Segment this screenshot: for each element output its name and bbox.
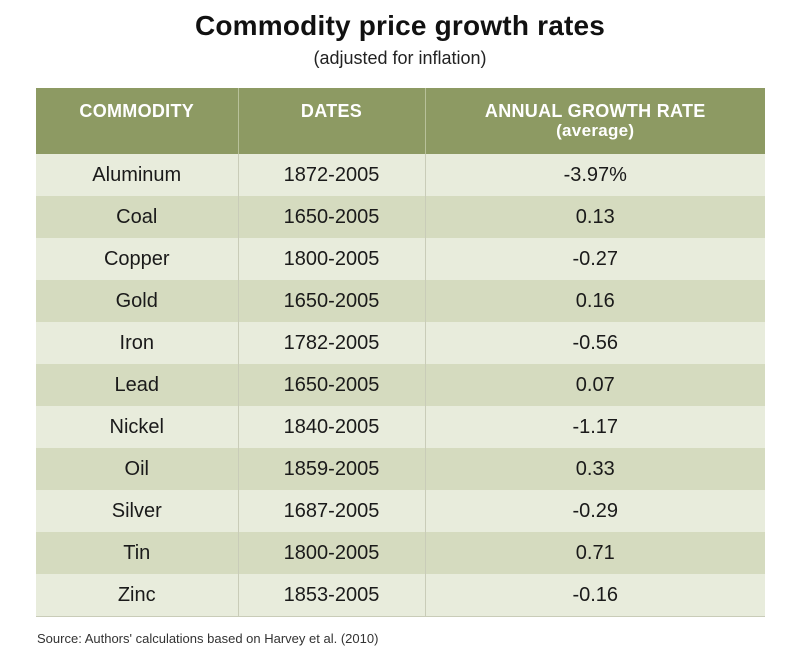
cell-growth-rate: -3.97%: [425, 154, 765, 196]
table-row: Zinc 1853-2005 -0.16: [36, 574, 765, 617]
header-commodity-label: COMMODITY: [79, 101, 195, 121]
table-row: Oil 1859-2005 0.33: [36, 448, 765, 490]
cell-dates: 1650-2005: [238, 364, 426, 406]
header-growth-rate: ANNUAL GROWTH RATE (average): [425, 88, 765, 154]
cell-commodity: Tin: [36, 532, 239, 574]
cell-growth-rate: 0.07: [425, 364, 765, 406]
cell-dates: 1840-2005: [238, 406, 426, 448]
table-row: Silver 1687-2005 -0.29: [36, 490, 765, 532]
cell-dates: 1800-2005: [238, 532, 426, 574]
table-row: Tin 1800-2005 0.71: [36, 532, 765, 574]
cell-commodity: Iron: [36, 322, 239, 364]
cell-dates: 1782-2005: [238, 322, 426, 364]
cell-dates: 1872-2005: [238, 154, 426, 196]
cell-dates: 1859-2005: [238, 448, 426, 490]
table-row: Gold 1650-2005 0.16: [36, 280, 765, 322]
header-growth-rate-sublabel: (average): [556, 121, 635, 140]
cell-commodity: Silver: [36, 490, 239, 532]
cell-growth-rate: 0.13: [425, 196, 765, 238]
cell-dates: 1650-2005: [238, 196, 426, 238]
cell-commodity: Nickel: [36, 406, 239, 448]
cell-commodity: Gold: [36, 280, 239, 322]
cell-growth-rate: -0.27: [425, 238, 765, 280]
cell-dates: 1800-2005: [238, 238, 426, 280]
table-header-row: COMMODITY DATES ANNUAL GROWTH RATE (aver…: [36, 88, 765, 154]
cell-growth-rate: -0.16: [425, 574, 765, 617]
cell-growth-rate: -1.17: [425, 406, 765, 448]
cell-commodity: Coal: [36, 196, 239, 238]
cell-growth-rate: -0.56: [425, 322, 765, 364]
cell-dates: 1687-2005: [238, 490, 426, 532]
cell-commodity: Oil: [36, 448, 239, 490]
chart-title: Commodity price growth rates: [194, 10, 606, 41]
cell-growth-rate: -0.29: [425, 490, 765, 532]
table-row: Lead 1650-2005 0.07: [36, 364, 765, 406]
table-row: Nickel 1840-2005 -1.17: [36, 406, 765, 448]
table-row: Copper 1800-2005 -0.27: [36, 238, 765, 280]
table-row: Coal 1650-2005 0.13: [36, 196, 765, 238]
cell-growth-rate: 0.71: [425, 532, 765, 574]
cell-commodity: Zinc: [36, 574, 239, 617]
header-growth-rate-label: ANNUAL GROWTH RATE: [484, 101, 706, 121]
cell-commodity: Copper: [36, 238, 239, 280]
header-dates: DATES: [238, 88, 426, 154]
chart-subtitle: (adjusted for inflation): [313, 48, 487, 68]
commodity-table: COMMODITY DATES ANNUAL GROWTH RATE (aver…: [36, 88, 765, 617]
cell-growth-rate: 0.16: [425, 280, 765, 322]
table-row: Aluminum 1872-2005 -3.97%: [36, 154, 765, 196]
table-body: Aluminum 1872-2005 -3.97% Coal 1650-2005 0.13…: [36, 154, 765, 617]
header-dates-label: DATES: [300, 101, 363, 121]
table-row: Iron 1782-2005 -0.56: [36, 322, 765, 364]
cell-dates: 1650-2005: [238, 280, 426, 322]
cell-growth-rate: 0.33: [425, 448, 765, 490]
cell-commodity: Lead: [36, 364, 239, 406]
cell-dates: 1853-2005: [238, 574, 426, 617]
source-note: Source: Authors' calculations based on H…: [37, 631, 379, 646]
cell-commodity: Aluminum: [36, 154, 239, 196]
header-commodity: COMMODITY: [36, 88, 239, 154]
